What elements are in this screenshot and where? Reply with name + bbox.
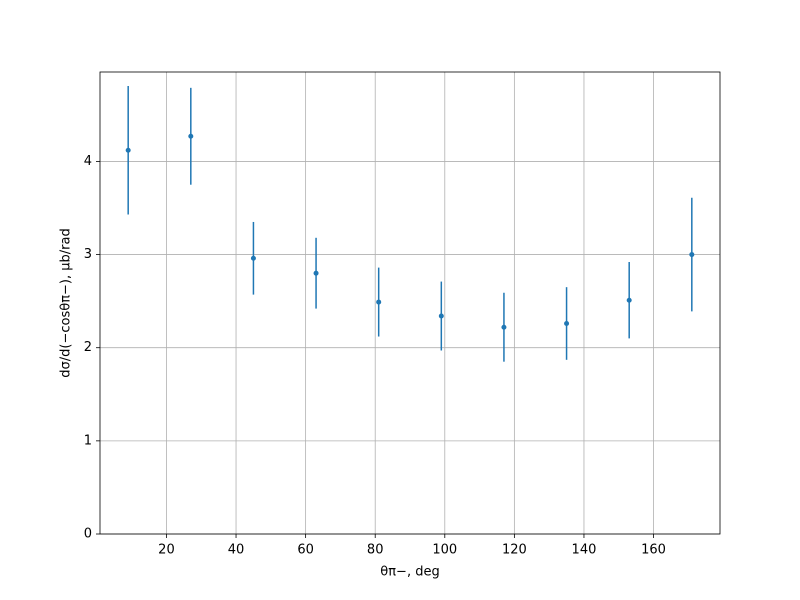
- y-tick-label: 3: [84, 247, 92, 262]
- y-tick-label: 1: [84, 433, 92, 448]
- data-point: [250, 255, 256, 261]
- data-point: [501, 324, 507, 330]
- x-tick-label: 160: [641, 543, 666, 558]
- x-tick-label: 120: [502, 543, 527, 558]
- x-tick-label: 40: [228, 543, 245, 558]
- data-point: [376, 299, 382, 305]
- x-tick-label: 20: [158, 543, 175, 558]
- x-tick-label: 80: [367, 543, 384, 558]
- x-tick-label: 60: [297, 543, 314, 558]
- data-point: [438, 313, 444, 319]
- data-point: [689, 252, 695, 258]
- y-tick-label: 0: [84, 527, 92, 542]
- y-tick-label: 4: [84, 154, 92, 169]
- x-tick-label: 100: [432, 543, 457, 558]
- data-point: [564, 320, 570, 326]
- x-tick-label: 140: [572, 543, 597, 558]
- y-axis-label: dσ/d(−cosθπ−), μb/rad: [59, 228, 74, 377]
- plot-frame: [99, 71, 721, 535]
- y-tick-label: 2: [84, 340, 92, 355]
- data-point: [188, 133, 194, 139]
- data-point: [125, 147, 131, 153]
- x-axis-label: θπ−, deg: [380, 565, 439, 580]
- data-point: [313, 270, 319, 276]
- data-point: [626, 297, 632, 303]
